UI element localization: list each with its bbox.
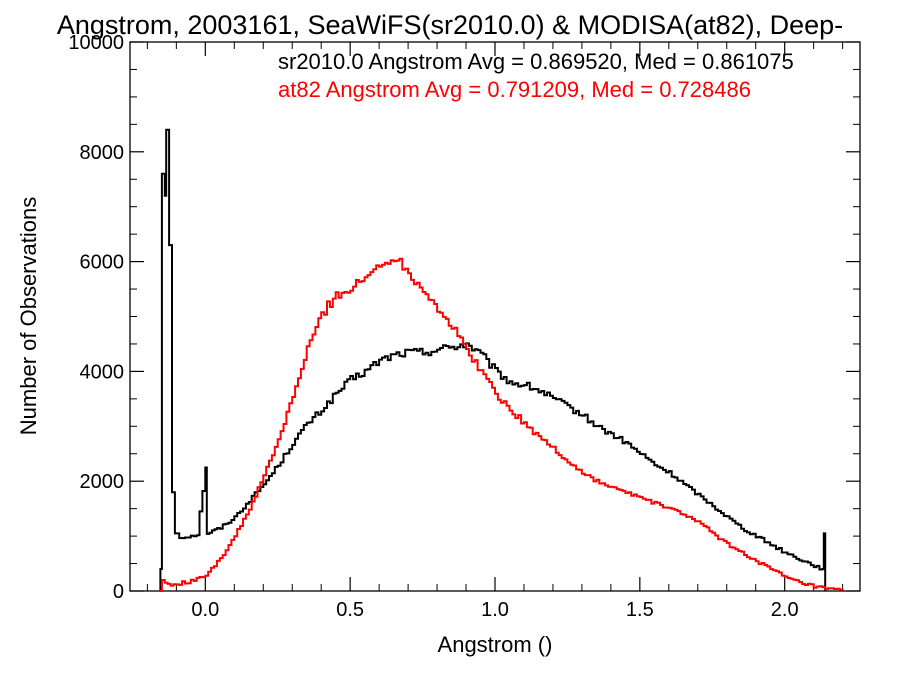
- x-tick-label: 0.5: [336, 599, 364, 621]
- x-tick-label: 1.0: [481, 599, 509, 621]
- plot-frame: [129, 41, 861, 592]
- y-tick-label: 2000: [80, 471, 125, 493]
- plot-area: [129, 41, 861, 592]
- y-tick-label: 10000: [68, 32, 124, 54]
- y-tick-label: 4000: [80, 361, 125, 383]
- y-tick-label: 0: [113, 581, 124, 603]
- series-0-histogram-line: [159, 128, 827, 592]
- x-axis-label: Angstrom (): [438, 632, 553, 657]
- series-1-histogram-line: [159, 257, 844, 592]
- axis-tick-labels: 0.0 0.5 1.0 1.5 2.0 0 2000 4000 6000 8000 10000: [68, 32, 798, 621]
- x-tick-label: 1.5: [626, 599, 654, 621]
- x-tick-label: 0.0: [191, 599, 219, 621]
- axis-ticks: [130, 41, 860, 592]
- y-axis-label: Number of Observations: [16, 197, 41, 435]
- chart-title: Angstrom, 2003161, SeaWiFS(sr2010.0) & M…: [57, 10, 843, 40]
- y-tick-label: 6000: [80, 252, 125, 274]
- x-tick-label: 2.0: [771, 599, 799, 621]
- series-layer: [159, 128, 844, 592]
- y-tick-label: 8000: [80, 142, 125, 164]
- legend-at82-stat: at82 Angstrom Avg = 0.791209, Med = 0.72…: [278, 77, 751, 102]
- legend-sr2010-stat: sr2010.0 Angstrom Avg = 0.869520, Med = …: [278, 49, 794, 74]
